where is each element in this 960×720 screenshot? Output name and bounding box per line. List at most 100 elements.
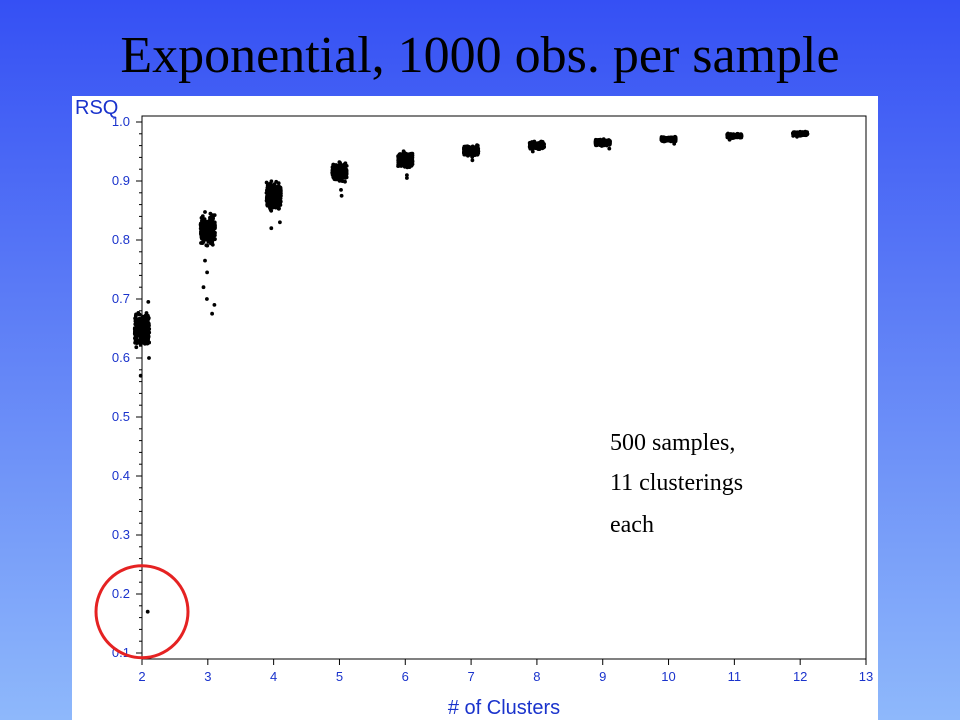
x-tick-label: 10 bbox=[661, 669, 675, 684]
y-tick-label: 0.3 bbox=[112, 527, 130, 542]
y-tick-label: 1.0 bbox=[112, 114, 130, 129]
data-point bbox=[144, 320, 148, 324]
data-point bbox=[270, 199, 275, 204]
x-tick-label: 8 bbox=[533, 669, 540, 684]
annotation-line-1: 500 samples, bbox=[610, 430, 735, 456]
annotation-line-3: each bbox=[610, 512, 654, 538]
data-point bbox=[138, 338, 142, 342]
data-point bbox=[269, 226, 274, 231]
data-point bbox=[203, 233, 208, 238]
data-point bbox=[342, 162, 346, 167]
x-axis-title: # of Clusters bbox=[448, 697, 560, 719]
data-point bbox=[265, 197, 269, 201]
data-point bbox=[267, 185, 272, 190]
data-point bbox=[134, 324, 139, 328]
data-point bbox=[534, 145, 538, 149]
data-point bbox=[339, 193, 344, 198]
data-point bbox=[273, 190, 278, 194]
data-point bbox=[201, 218, 206, 223]
data-point bbox=[212, 237, 217, 242]
data-point bbox=[144, 331, 149, 335]
data-point bbox=[206, 240, 211, 244]
data-point bbox=[269, 179, 274, 184]
y-tick-label: 0.9 bbox=[112, 173, 130, 188]
data-point bbox=[660, 137, 664, 142]
data-point bbox=[137, 320, 142, 325]
data-point bbox=[205, 297, 209, 301]
data-point bbox=[470, 158, 475, 163]
data-point bbox=[134, 345, 139, 350]
data-point bbox=[276, 181, 281, 186]
data-point bbox=[528, 143, 533, 148]
data-point bbox=[804, 132, 809, 136]
slide-title: Exponential, 1000 obs. per sample bbox=[120, 27, 840, 84]
data-point bbox=[798, 130, 803, 134]
annotation: 500 samples, 11 clusterings each bbox=[610, 430, 749, 538]
data-point bbox=[273, 203, 278, 207]
x-axis: 2 3 4 5 6 7 8 9 10 11 12 13 bbox=[138, 659, 873, 684]
data-point bbox=[278, 220, 282, 225]
data-point bbox=[138, 373, 143, 378]
data-point bbox=[471, 146, 476, 151]
data-point bbox=[342, 175, 347, 180]
data-point bbox=[142, 315, 146, 320]
data-point bbox=[541, 142, 546, 147]
highlight-circle bbox=[94, 564, 190, 660]
data-point bbox=[670, 135, 675, 140]
data-point bbox=[140, 332, 145, 337]
data-point bbox=[725, 133, 730, 138]
data-point bbox=[142, 325, 146, 329]
data-point bbox=[795, 134, 799, 139]
y-axis-title: RSQ bbox=[75, 97, 118, 119]
data-point bbox=[403, 158, 407, 163]
x-tick-label: 2 bbox=[138, 669, 145, 684]
data-point bbox=[405, 176, 409, 180]
data-point bbox=[738, 134, 743, 138]
data-point bbox=[337, 173, 342, 177]
y-tick-label: 0.7 bbox=[112, 291, 130, 306]
data-point bbox=[405, 173, 409, 177]
data-point bbox=[212, 303, 217, 307]
data-point bbox=[205, 243, 210, 248]
y-tick-label: 0.2 bbox=[112, 586, 130, 601]
data-point bbox=[341, 165, 346, 170]
data-point bbox=[271, 205, 275, 210]
data-point bbox=[462, 152, 467, 157]
data-point bbox=[401, 149, 406, 154]
x-tick-label: 11 bbox=[728, 669, 742, 684]
data-point bbox=[538, 142, 543, 146]
x-tick-label: 4 bbox=[270, 669, 277, 684]
data-point bbox=[134, 320, 139, 325]
data-point bbox=[602, 142, 607, 147]
data-point bbox=[408, 157, 412, 162]
data-point bbox=[278, 199, 283, 204]
data-point bbox=[201, 240, 205, 245]
data-point bbox=[400, 161, 405, 166]
x-tick-label: 3 bbox=[204, 669, 211, 684]
data-point bbox=[203, 258, 207, 263]
data-point bbox=[607, 146, 612, 151]
data-point bbox=[210, 311, 215, 316]
data-point bbox=[134, 341, 139, 345]
data-point bbox=[798, 133, 802, 138]
data-point bbox=[533, 141, 538, 146]
data-point bbox=[201, 223, 206, 228]
data-point bbox=[268, 192, 273, 196]
data-point bbox=[339, 188, 343, 192]
data-point bbox=[672, 141, 677, 146]
y-tick-label: 0.5 bbox=[112, 409, 130, 424]
data-point bbox=[135, 331, 140, 335]
data-point bbox=[145, 341, 150, 346]
data-point bbox=[666, 136, 670, 141]
y-axis: 0.10.20.30.40.50.60.70.80.91.0 bbox=[112, 114, 142, 660]
data-points bbox=[132, 129, 810, 614]
data-point bbox=[146, 334, 151, 339]
x-tick-label: 7 bbox=[467, 669, 474, 684]
data-point bbox=[335, 168, 340, 173]
data-point bbox=[276, 190, 281, 195]
data-point bbox=[203, 210, 207, 214]
data-point bbox=[801, 132, 805, 137]
plot-frame bbox=[141, 115, 867, 660]
